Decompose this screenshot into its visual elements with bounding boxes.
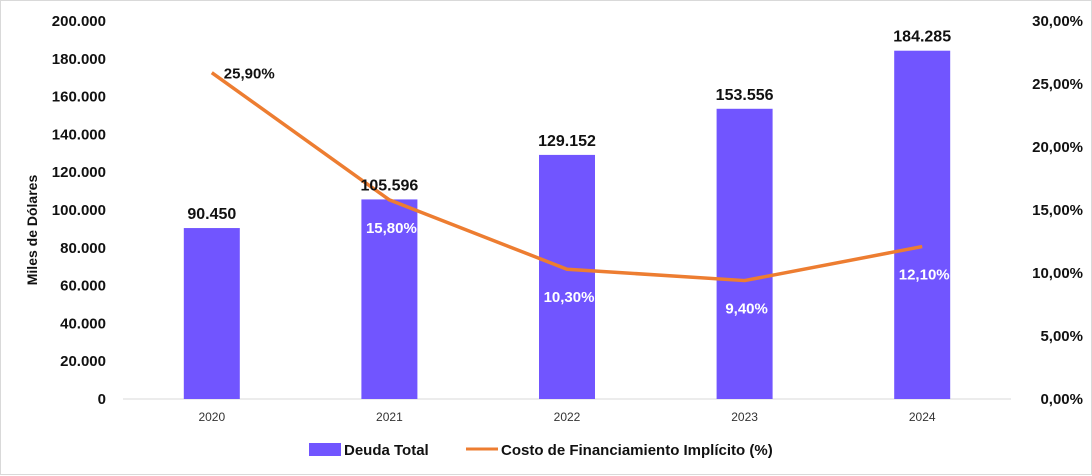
line-data-label: 9,40% bbox=[725, 301, 768, 318]
line-costo-financiamiento bbox=[210, 71, 923, 283]
y-tick-label: 20.000 bbox=[60, 353, 106, 370]
x-tick-label: 2024 bbox=[909, 410, 936, 424]
y-tick-label: 40.000 bbox=[60, 315, 106, 332]
bar-data-label: 153.556 bbox=[716, 87, 774, 104]
bar-deuda-total bbox=[183, 228, 240, 399]
y2-tick-label: 15,00% bbox=[1032, 202, 1083, 219]
y-tick-label: 160.000 bbox=[52, 89, 106, 106]
legend-label-costo-financiamiento: Costo de Financiamiento Implícito (%) bbox=[501, 442, 773, 459]
y2-tick-label: 10,00% bbox=[1032, 265, 1083, 282]
y2-tick-label: 5,00% bbox=[1040, 328, 1083, 345]
line-data-label: 12,10% bbox=[899, 267, 950, 284]
bar-deuda-total bbox=[361, 199, 418, 399]
y2-tick-label: 0,00% bbox=[1040, 391, 1083, 408]
bar-data-label: 90.450 bbox=[187, 206, 236, 223]
y2-tick-label: 20,00% bbox=[1032, 139, 1083, 156]
bar-deuda-total bbox=[894, 50, 951, 399]
y-tick-label: 0 bbox=[98, 391, 106, 408]
x-tick-label: 2021 bbox=[376, 410, 403, 424]
y-tick-label: 100.000 bbox=[52, 202, 106, 219]
bar-deuda-total bbox=[716, 108, 773, 399]
x-tick-label: 2023 bbox=[731, 410, 758, 424]
y-tick-label: 120.000 bbox=[52, 164, 106, 181]
y2-tick-label: 25,00% bbox=[1032, 76, 1083, 93]
bar-data-label: 129.152 bbox=[538, 133, 596, 150]
x-tick-label: 2020 bbox=[198, 410, 225, 424]
line-data-label: 10,30% bbox=[544, 289, 595, 306]
y-axis-label: Miles de Dólares bbox=[24, 175, 40, 286]
y-tick-label: 140.000 bbox=[52, 126, 106, 143]
y-tick-label: 180.000 bbox=[52, 51, 106, 68]
line-data-label: 15,80% bbox=[366, 220, 417, 237]
y-tick-label: 80.000 bbox=[60, 240, 106, 257]
y-tick-label: 60.000 bbox=[60, 278, 106, 295]
bar-data-label: 105.596 bbox=[360, 177, 418, 194]
legend: Deuda Total Costo de Financiamiento Impl… bbox=[309, 442, 773, 459]
x-tick-label: 2022 bbox=[554, 410, 581, 424]
legend-swatch-deuda-total bbox=[309, 443, 341, 456]
y2-tick-label: 30,00% bbox=[1032, 13, 1083, 30]
y-tick-label: 200.000 bbox=[52, 13, 106, 30]
line-data-label: 25,90% bbox=[224, 66, 275, 83]
bar-deuda-total bbox=[539, 154, 595, 399]
bar-data-label: 184.285 bbox=[893, 29, 951, 46]
legend-label-deuda-total: Deuda Total bbox=[344, 442, 429, 459]
